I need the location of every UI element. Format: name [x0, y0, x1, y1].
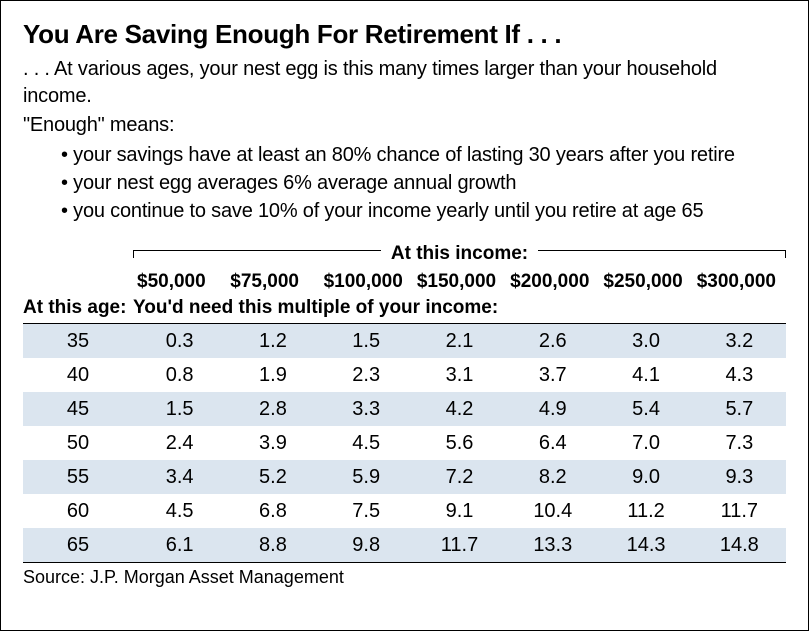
age-cell: 50 [23, 432, 133, 455]
value-cell: 8.8 [226, 534, 319, 557]
income-header-label: At this income: [381, 243, 538, 265]
col-header: $250,000 [599, 269, 692, 295]
value-cell: 5.6 [413, 432, 506, 455]
source-label: Source: J.P. Morgan Asset Management [23, 562, 786, 588]
value-cell: 4.2 [413, 398, 506, 421]
value-cell: 4.9 [506, 398, 599, 421]
value-cell: 7.3 [693, 432, 786, 455]
table-row: 553.45.25.97.28.29.09.3 [23, 460, 786, 494]
age-cell: 65 [23, 534, 133, 557]
rule-left [133, 250, 381, 258]
retirement-savings-infographic: You Are Saving Enough For Retirement If … [0, 0, 809, 631]
value-cell: 7.5 [320, 500, 413, 523]
rule-right [538, 250, 786, 258]
value-cell: 14.8 [693, 534, 786, 557]
value-cell: 1.5 [320, 330, 413, 353]
value-cell: 6.4 [506, 432, 599, 455]
multiple-header-label: You'd need this multiple of your income: [133, 297, 786, 319]
value-cell: 3.0 [599, 330, 692, 353]
value-cell: 4.3 [693, 364, 786, 387]
value-cell: 9.8 [320, 534, 413, 557]
value-cell: 9.0 [599, 466, 692, 489]
table-body: 350.31.21.52.12.63.03.2400.81.92.33.13.7… [23, 324, 786, 562]
bullet-list: your savings have at least an 80% chance… [23, 141, 786, 225]
value-cell: 13.3 [506, 534, 599, 557]
subheader-row: At this age: You'd need this multiple of… [23, 297, 786, 324]
value-cell: 4.5 [320, 432, 413, 455]
value-cell: 14.3 [599, 534, 692, 557]
col-header: $300,000 [693, 269, 786, 295]
value-cell: 0.3 [133, 330, 226, 353]
col-header: $150,000 [413, 269, 506, 295]
value-cell: 1.9 [226, 364, 319, 387]
table-row: 502.43.94.55.66.47.07.3 [23, 426, 786, 460]
income-header-row: At this income: [23, 243, 786, 265]
col-header: $75,000 [226, 269, 319, 295]
title: You Are Saving Enough For Retirement If … [23, 19, 786, 50]
value-cell: 2.3 [320, 364, 413, 387]
column-headers: $50,000 $75,000 $100,000 $150,000 $200,0… [23, 269, 786, 295]
value-cell: 2.6 [506, 330, 599, 353]
table-row: 451.52.83.34.24.95.45.7 [23, 392, 786, 426]
table-row: 400.81.92.33.13.74.14.3 [23, 358, 786, 392]
value-cell: 11.2 [599, 500, 692, 523]
value-cell: 1.2 [226, 330, 319, 353]
subtitle-line-1: . . . At various ages, your nest egg is … [23, 56, 786, 110]
value-cell: 3.3 [320, 398, 413, 421]
value-cell: 2.8 [226, 398, 319, 421]
value-cell: 4.1 [599, 364, 692, 387]
bullet-item: your nest egg averages 6% average annual… [61, 169, 786, 197]
value-cell: 3.9 [226, 432, 319, 455]
value-cell: 4.5 [133, 500, 226, 523]
age-cell: 60 [23, 500, 133, 523]
table-row: 604.56.87.59.110.411.211.7 [23, 494, 786, 528]
value-cell: 2.1 [413, 330, 506, 353]
col-header: $200,000 [506, 269, 599, 295]
age-cell: 35 [23, 330, 133, 353]
value-cell: 2.4 [133, 432, 226, 455]
value-cell: 10.4 [506, 500, 599, 523]
value-cell: 6.8 [226, 500, 319, 523]
value-cell: 8.2 [506, 466, 599, 489]
value-cell: 7.2 [413, 466, 506, 489]
value-cell: 5.2 [226, 466, 319, 489]
col-header: $100,000 [320, 269, 413, 295]
value-cell: 9.3 [693, 466, 786, 489]
value-cell: 5.9 [320, 466, 413, 489]
value-cell: 3.7 [506, 364, 599, 387]
value-cell: 1.5 [133, 398, 226, 421]
value-cell: 5.7 [693, 398, 786, 421]
age-cell: 40 [23, 364, 133, 387]
col-header: $50,000 [133, 269, 226, 295]
value-cell: 0.8 [133, 364, 226, 387]
age-cell: 55 [23, 466, 133, 489]
bullet-item: your savings have at least an 80% chance… [61, 141, 786, 169]
bullet-item: you continue to save 10% of your income … [61, 197, 786, 225]
table-row: 656.18.89.811.713.314.314.8 [23, 528, 786, 562]
value-cell: 11.7 [693, 500, 786, 523]
value-cell: 3.1 [413, 364, 506, 387]
value-cell: 9.1 [413, 500, 506, 523]
value-cell: 3.2 [693, 330, 786, 353]
subtitle-line-2: "Enough" means: [23, 112, 786, 139]
value-cell: 3.4 [133, 466, 226, 489]
value-cell: 6.1 [133, 534, 226, 557]
value-cell: 5.4 [599, 398, 692, 421]
age-cell: 45 [23, 398, 133, 421]
value-cell: 11.7 [413, 534, 506, 557]
savings-table: At this income: $50,000 $75,000 $100,000… [23, 243, 786, 588]
value-cell: 7.0 [599, 432, 692, 455]
table-row: 350.31.21.52.12.63.03.2 [23, 324, 786, 358]
age-header-label: At this age: [23, 297, 133, 319]
